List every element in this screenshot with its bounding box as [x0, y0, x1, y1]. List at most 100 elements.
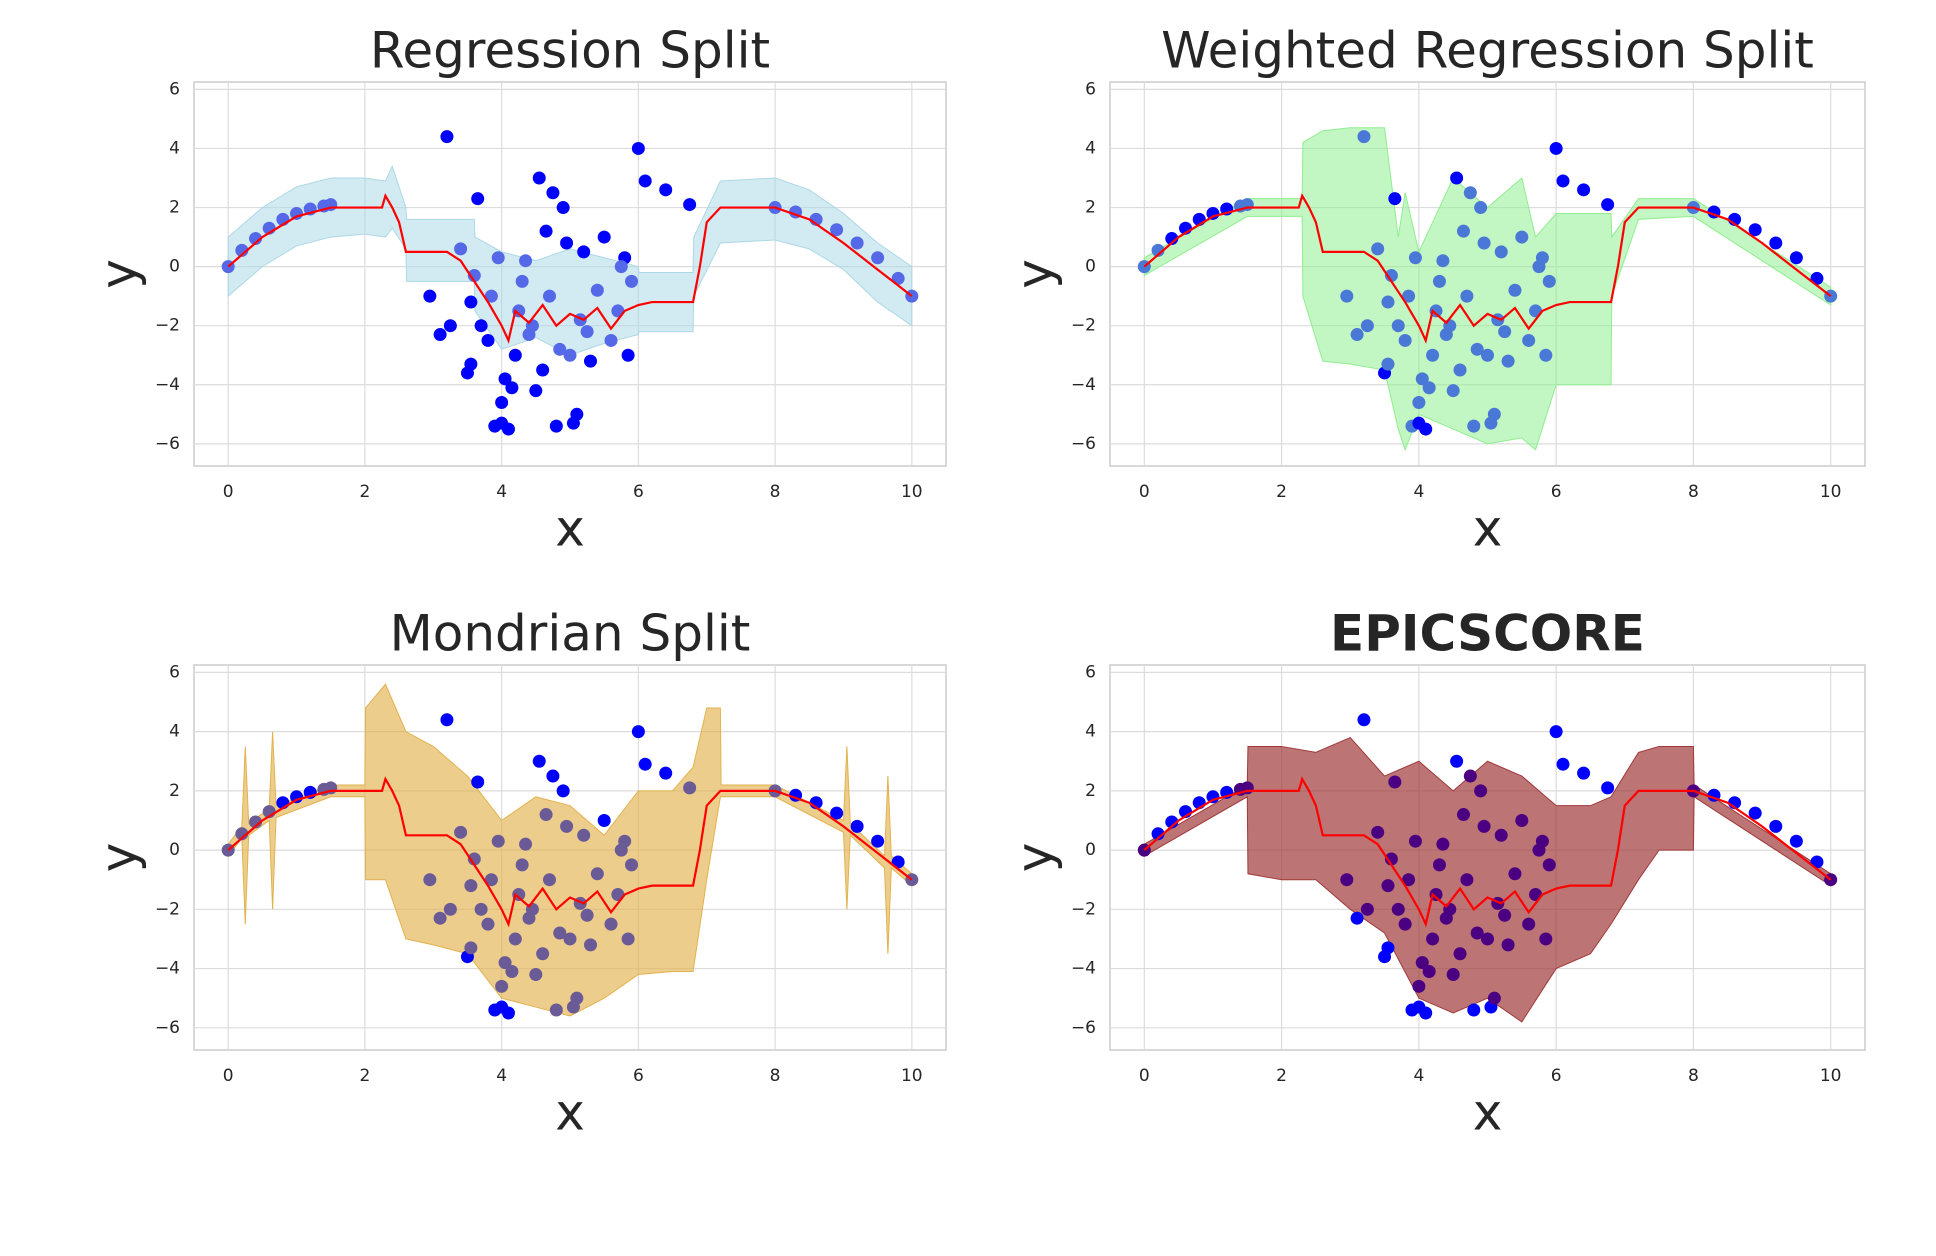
data-point	[1515, 813, 1529, 827]
y-tick-label: 2	[1085, 198, 1096, 218]
data-point	[1419, 1006, 1433, 1020]
data-point	[597, 813, 611, 827]
y-axis-label: y	[1006, 843, 1064, 873]
data-point	[1494, 828, 1508, 842]
y-tick-label: −4	[1071, 375, 1096, 395]
data-point	[580, 325, 594, 339]
data-point	[519, 254, 533, 268]
data-point	[1477, 236, 1491, 250]
data-point	[638, 757, 652, 771]
data-point	[498, 956, 512, 970]
data-point	[625, 274, 639, 288]
data-point	[553, 342, 567, 356]
data-point	[1515, 230, 1529, 244]
data-point	[683, 781, 697, 795]
data-point	[474, 319, 488, 333]
x-tick-label: 10	[901, 482, 923, 502]
y-tick-label: 4	[1085, 722, 1096, 742]
x-tick-label: 6	[633, 1066, 644, 1086]
data-point	[1453, 363, 1467, 377]
data-point	[1340, 873, 1354, 887]
data-point	[631, 725, 645, 739]
data-point	[1398, 917, 1412, 931]
data-point	[1467, 1003, 1481, 1017]
y-tick-label: −2	[1071, 316, 1096, 336]
data-point	[423, 289, 437, 303]
x-tick-label: 4	[1413, 482, 1424, 502]
data-point	[1165, 815, 1179, 829]
y-tick-label: 2	[1085, 781, 1096, 801]
data-point	[542, 873, 556, 887]
data-point	[1350, 911, 1364, 925]
data-point	[498, 372, 512, 386]
x-tick-label: 6	[633, 482, 644, 502]
data-point	[850, 819, 864, 833]
data-point	[454, 242, 468, 256]
subplot: 0 2 4 6 8 10 −6 −4 −2 0 2 4 6 Regression Split x y	[90, 22, 947, 558]
x-axis-label: x	[555, 1084, 585, 1142]
y-tick-label: 0	[169, 840, 180, 860]
x-tick-label: 2	[359, 482, 370, 502]
data-point	[621, 348, 635, 362]
data-point	[519, 837, 533, 851]
data-point	[1487, 407, 1501, 421]
data-point	[1426, 932, 1440, 946]
data-point	[1508, 283, 1522, 297]
x-tick-label: 6	[1551, 482, 1562, 502]
y-tick-label: −2	[155, 316, 180, 336]
data-point	[871, 251, 885, 265]
data-point	[1467, 419, 1481, 433]
data-point	[1350, 328, 1364, 342]
data-point	[604, 333, 618, 347]
data-point	[1542, 858, 1556, 872]
y-tick-label: 0	[1085, 257, 1096, 277]
y-axis-label: y	[1006, 259, 1064, 289]
data-point	[481, 917, 495, 931]
chart-title: Mondrian Split	[390, 605, 751, 663]
data-point	[1789, 251, 1803, 265]
y-tick-label: 2	[169, 198, 180, 218]
subplot: 0 2 4 6 8 10 −6 −4 −2 0 2 4 6 EPICSCORE x y	[1006, 605, 1866, 1142]
data-point	[1165, 232, 1179, 246]
data-point	[1446, 967, 1460, 981]
data-point	[1151, 827, 1165, 841]
data-point	[830, 223, 844, 237]
data-point	[1371, 242, 1385, 256]
data-point	[577, 245, 591, 259]
data-point	[508, 348, 522, 362]
data-point	[433, 328, 447, 342]
x-tick-label: 6	[1551, 1066, 1562, 1086]
data-point	[604, 917, 618, 931]
data-point	[1532, 843, 1546, 857]
chart-title: EPICSCORE	[1330, 605, 1645, 663]
data-point	[1501, 354, 1515, 368]
x-tick-label: 10	[1820, 482, 1842, 502]
data-point	[546, 769, 560, 783]
data-point	[553, 926, 567, 940]
data-point	[556, 784, 570, 798]
data-point	[501, 1006, 515, 1020]
data-point	[850, 236, 864, 250]
data-point	[532, 171, 546, 185]
data-point	[1446, 384, 1460, 398]
y-tick-label: 4	[169, 722, 180, 742]
data-point	[505, 381, 519, 395]
data-point	[1748, 223, 1762, 237]
data-point	[539, 224, 553, 238]
data-point	[484, 289, 498, 303]
data-point	[1450, 171, 1464, 185]
data-point	[536, 363, 550, 377]
data-point	[1381, 879, 1395, 893]
y-tick-label: −2	[1071, 899, 1096, 919]
data-point	[423, 873, 437, 887]
data-point	[1769, 819, 1783, 833]
data-point	[563, 348, 577, 362]
data-point	[871, 834, 885, 848]
data-point	[1436, 837, 1450, 851]
data-point	[464, 357, 478, 371]
data-point	[539, 808, 553, 822]
data-point	[1501, 938, 1515, 952]
data-point	[1477, 819, 1491, 833]
x-tick-label: 0	[223, 1066, 234, 1086]
data-point	[249, 232, 263, 246]
